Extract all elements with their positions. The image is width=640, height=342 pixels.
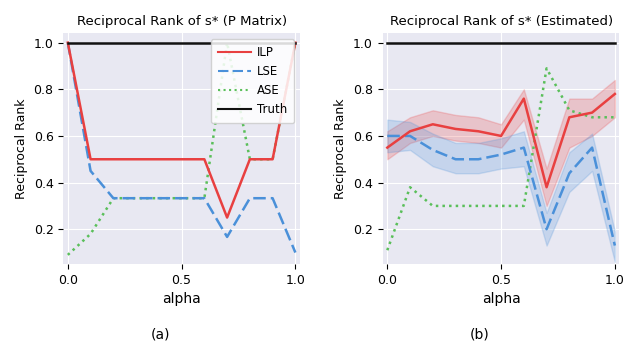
Title: Reciprocal Rank of s* (Estimated): Reciprocal Rank of s* (Estimated): [390, 15, 612, 28]
Y-axis label: Reciprocal Rank: Reciprocal Rank: [15, 98, 28, 199]
X-axis label: alpha: alpha: [162, 292, 201, 306]
X-axis label: alpha: alpha: [482, 292, 520, 306]
Legend: ILP, LSE, ASE, Truth: ILP, LSE, ASE, Truth: [211, 39, 294, 123]
Title: Reciprocal Rank of s* (P Matrix): Reciprocal Rank of s* (P Matrix): [77, 15, 287, 28]
Y-axis label: Reciprocal Rank: Reciprocal Rank: [335, 98, 348, 199]
Text: (b): (b): [470, 328, 490, 342]
Text: (a): (a): [150, 328, 170, 342]
